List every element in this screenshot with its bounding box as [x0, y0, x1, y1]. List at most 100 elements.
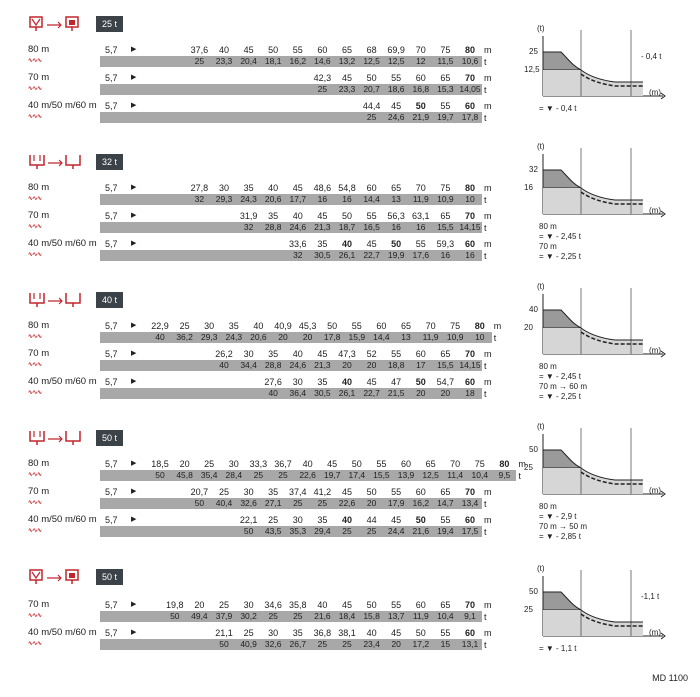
- radius-value: 80: [464, 183, 475, 193]
- min-radius: 5,7: [105, 73, 118, 83]
- unit-m: m: [484, 101, 492, 111]
- arrow-icon: ▶: [131, 460, 137, 467]
- radius-value: 60: [317, 45, 328, 55]
- radius-value: 80: [474, 321, 485, 331]
- load-row: 40 m/50 m/60 m ∿∿∿ 5,7 ▶ 33,6 32 35 30,5 40 26,1 4…: [0, 238, 520, 262]
- wind-icon: ∿∿∿: [28, 500, 42, 506]
- radius-value: 50: [327, 321, 338, 331]
- capacity-bar: [100, 250, 482, 261]
- unit-m: m: [484, 600, 492, 610]
- radius-value: 35: [268, 487, 279, 497]
- arrow-icon: ▶: [131, 629, 137, 636]
- radius-value: 30: [204, 321, 215, 331]
- radius-value: 35: [268, 211, 279, 221]
- load-row: 70 m ∿∿∿ 5,7 ▶ 42,3 25 45 23,3 50 20,7 55 18,6 60 16,…: [0, 72, 520, 96]
- capacity-value: 11,5: [437, 56, 454, 66]
- unit-t: t: [484, 640, 487, 650]
- min-radius: 5,7: [105, 600, 118, 610]
- radius-value: 60: [400, 459, 411, 469]
- capacity-value: 37,9: [215, 611, 233, 621]
- radius-value: 40: [268, 183, 279, 193]
- capacity-value: 24,3: [225, 332, 243, 342]
- capacity-bar: [100, 112, 482, 123]
- capacity-value: 11,9: [412, 194, 429, 204]
- capacity-value: 28,8: [264, 222, 282, 232]
- radius-value: 45: [341, 487, 352, 497]
- unit-t: t: [484, 195, 487, 205]
- wind-icon: ∿∿∿: [28, 641, 42, 647]
- capacity-value: 45,8: [176, 470, 193, 480]
- unit-m: m: [484, 515, 492, 525]
- capacity-value: 40: [219, 360, 229, 370]
- radius-value: 60: [415, 349, 426, 359]
- capacity-value: 17: [416, 360, 426, 370]
- radius-value: 54,7: [436, 377, 455, 387]
- radius-value: 65: [440, 73, 451, 83]
- radius-value: 55: [292, 45, 303, 55]
- tower-mode-icon: [28, 15, 84, 33]
- reduction-note: -1,1 t: [641, 592, 660, 601]
- capacity-value: 13: [391, 194, 401, 204]
- radius-value: 37,4: [289, 487, 307, 497]
- capacity-value: 30,5: [314, 388, 331, 398]
- radius-value: 50: [366, 600, 377, 610]
- arrow-icon: ▶: [131, 350, 137, 357]
- diagram-note: 80 m: [539, 222, 557, 231]
- radius-value: 40: [341, 515, 352, 525]
- radius-value: 45,3: [298, 321, 317, 331]
- capacity-value: 30,2: [240, 611, 257, 621]
- capacity-value: 22,7: [363, 250, 380, 260]
- wind-icon: ∿∿∿: [28, 390, 42, 396]
- capacity-value: 12,5: [422, 470, 439, 480]
- y-top-label: 50: [529, 445, 538, 454]
- axis-t-label: (t): [537, 24, 545, 33]
- unit-m: m: [484, 487, 492, 497]
- luffing-mode-icon: [28, 429, 84, 447]
- capacity-value: 25: [194, 56, 205, 66]
- boom-length-label: 70 m: [28, 486, 50, 497]
- axis-m-label: (m): [649, 486, 661, 495]
- boom-length-label: 80 m: [28, 44, 50, 55]
- radius-value: 60: [464, 515, 475, 525]
- capacity-value: 16: [440, 250, 451, 260]
- radius-value: 48,6: [313, 183, 332, 193]
- radius-value: 19,8: [166, 600, 184, 610]
- arrow-icon: ▶: [131, 184, 137, 191]
- section-header: 32 t: [28, 152, 124, 172]
- capacity-value: 22,6: [338, 498, 356, 508]
- radius-value: 30: [218, 183, 229, 193]
- capacity-value: 22,7: [363, 388, 380, 398]
- capacity-bar: [100, 498, 482, 509]
- diagram-note: = ▼ - 2,9 t: [539, 512, 577, 521]
- capacity-value: 29,4: [314, 526, 331, 536]
- radius-value: 30: [243, 349, 254, 359]
- capacity-value: 15,5: [437, 222, 454, 232]
- radius-value: 70: [425, 321, 436, 331]
- radius-value: 45: [366, 239, 377, 249]
- y-mid-label: 20: [524, 323, 533, 332]
- capacity-value: 14,6: [314, 56, 331, 66]
- min-radius: 5,7: [105, 349, 118, 359]
- capacity-value: 20,4: [240, 56, 257, 66]
- capacity-value: 23,3: [215, 56, 233, 66]
- capacity-value: 16: [416, 222, 426, 232]
- capacity-value: 36,2: [176, 332, 193, 342]
- diagram-note: 70 m → 50 m: [539, 522, 588, 531]
- capacity-value: 35,3: [289, 526, 307, 536]
- capacity-value: 16,5: [363, 222, 380, 232]
- capacity-badge: 25 t: [96, 16, 124, 32]
- diagram-note: = ▼ - 2,25 t: [539, 392, 581, 401]
- capacity-bar: [100, 56, 482, 67]
- capacity-value: 25: [342, 639, 352, 649]
- capacity-value: 16: [342, 194, 352, 204]
- capacity-bar: [100, 194, 482, 205]
- radius-value: 36,8: [313, 628, 332, 638]
- radius-value: 21,1: [215, 628, 233, 638]
- model-footer: MD 1100: [652, 673, 688, 683]
- radius-value: 25: [218, 487, 229, 497]
- wind-icon: ∿∿∿: [28, 613, 42, 619]
- capacity-value: 21,5: [387, 388, 405, 398]
- radius-value: 70: [464, 349, 475, 359]
- radius-value: 35: [292, 628, 303, 638]
- radius-value: 75: [474, 459, 485, 469]
